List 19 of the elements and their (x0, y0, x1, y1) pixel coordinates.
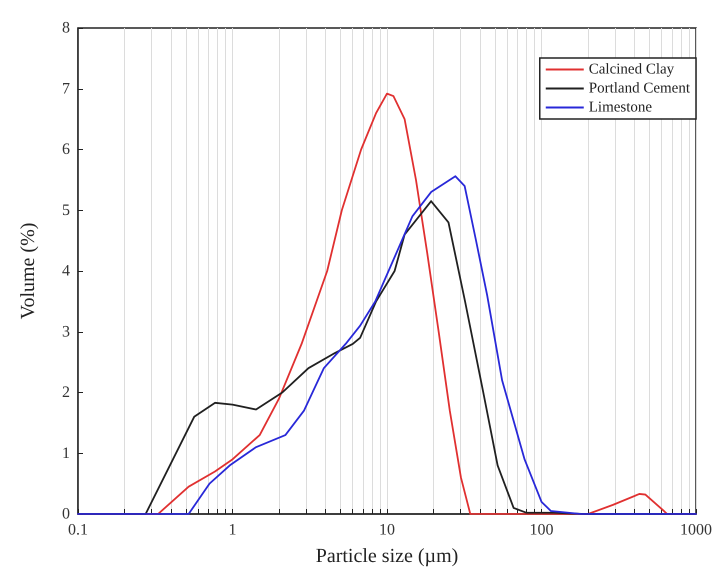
x-tick-label: 0.1 (68, 522, 88, 538)
x-tick-label: 100 (530, 522, 554, 538)
y-tick-label: 3 (62, 323, 70, 340)
y-axis-title: Volume (%) (17, 222, 39, 320)
x-tick-label: 1000 (680, 522, 712, 538)
y-tick-label: 4 (62, 262, 70, 280)
x-tick-label: 1 (228, 522, 236, 538)
y-tick-label: 1 (62, 444, 70, 462)
x-axis-title: Particle size (µm) (316, 545, 458, 567)
y-tick-label: 2 (62, 384, 70, 401)
y-tick-label: 0 (62, 506, 70, 522)
legend-label: Calcined Clay (588, 62, 675, 78)
y-tick-label: 8 (62, 20, 70, 36)
legend-label: Portland Cement (588, 80, 691, 96)
y-tick-label: 6 (62, 141, 70, 158)
x-tick-label: 10 (379, 522, 395, 538)
y-tick-label: 5 (62, 202, 70, 219)
y-tick-label: 7 (62, 80, 70, 98)
legend-label: Limestone (588, 100, 652, 116)
